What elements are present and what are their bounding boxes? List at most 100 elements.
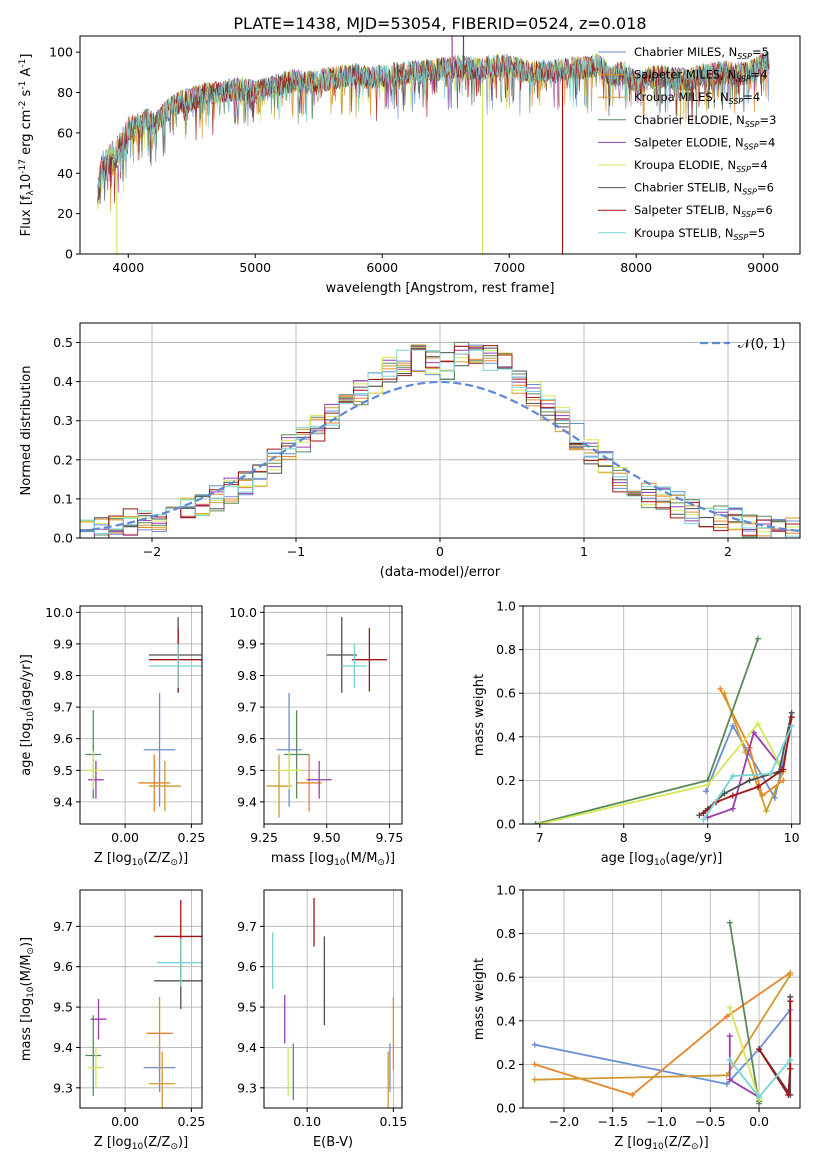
y-axis-label: age [log10(age/yr)] — [19, 654, 36, 776]
x-tick-label: 7000 — [493, 260, 525, 275]
x-tick-label: −2 — [143, 544, 161, 559]
chart-mass-weight-vs-age: 7 8 9 10 0.0 0.2 0.4 0.6 0.8 1.0 age [log10(age/yr… — [472, 599, 801, 868]
x-tick-label: −1.5 — [598, 1114, 628, 1129]
x-tick-label: 8000 — [620, 260, 652, 275]
chart-mass-vs-metallicity: 0.00 0.25 9.3 9.4 9.5 9.6 9.7 Z [log10(Z/Z⊙)] ma… — [19, 889, 205, 1152]
weight-marker — [756, 1046, 763, 1053]
weight-marker — [531, 1041, 538, 1048]
plot-area — [97, 36, 770, 254]
y-tick-label: 9.5 — [53, 763, 73, 778]
y-tick-label: 9.6 — [53, 731, 73, 746]
weight-line — [702, 725, 793, 821]
weight-line — [534, 972, 791, 1096]
weight-marker — [700, 816, 707, 823]
weight-marker — [780, 777, 787, 784]
legend-normal-label: 𝒩(0, 1) — [738, 337, 785, 352]
y-tick-label: 9.9 — [237, 636, 257, 651]
x-axis-label: Z [log10(Z/Z⊙)] — [94, 1135, 188, 1152]
y-axis-label: mass weight — [472, 958, 487, 1040]
y-tick-label: 9.5 — [237, 1000, 257, 1015]
y-tick-label: 9.3 — [53, 1080, 73, 1095]
plot-area — [266, 617, 387, 818]
weight-marker — [763, 807, 770, 814]
spectrum-line — [97, 50, 770, 198]
x-tick-label: 9.75 — [376, 830, 404, 845]
x-axis-label: E(B-V) — [313, 1135, 353, 1150]
y-tick-label: 9.7 — [53, 700, 73, 715]
weight-marker — [536, 821, 543, 824]
weight-marker — [729, 792, 736, 799]
weight-marker — [787, 1057, 794, 1064]
weight-line — [729, 1059, 791, 1099]
y-tick-label: 9.8 — [237, 668, 257, 683]
y-tick-label: 9.3 — [237, 1080, 257, 1095]
weight-marker — [780, 766, 787, 773]
x-tick-label: 0.25 — [177, 1114, 205, 1129]
legend-label: Kroupa ELODIE, NSSP=4 — [634, 158, 768, 174]
y-tick-label: 9.7 — [237, 919, 257, 934]
weight-marker — [755, 720, 762, 727]
weight-marker — [788, 714, 795, 721]
y-tick-label: 10.0 — [45, 605, 73, 620]
x-tick-label: 7 — [536, 830, 544, 845]
plot-area — [85, 617, 202, 812]
legend-label: Chabrier STELIB, NSSP=6 — [634, 181, 774, 197]
legend-label: Kroupa STELIB, NSSP=5 — [634, 226, 765, 242]
x-axis-label: Z [log10(Z/Z⊙)] — [614, 1135, 708, 1152]
weight-marker — [785, 1091, 792, 1098]
weight-marker — [702, 788, 709, 795]
x-tick-label: 0.0 — [749, 1114, 769, 1129]
x-axis-label: mass [log10(M/M⊙)] — [271, 851, 395, 868]
weight-marker — [531, 1061, 538, 1068]
y-tick-label: 0.4 — [496, 729, 516, 744]
y-tick-label: 9.5 — [237, 763, 257, 778]
y-tick-label: 9.4 — [237, 794, 257, 809]
legend-label: Salpeter STELIB, NSSP=6 — [634, 203, 773, 219]
x-axis-label: (data-model)/error — [380, 565, 501, 580]
weight-marker — [531, 1076, 538, 1083]
chart-age-vs-metallicity: 0.00 0.25 9.4 9.5 9.6 9.7 9.8 9.9 10.0 Z [log10(Z… — [19, 605, 205, 868]
spectrum-legend: Chabrier MILES, NSSP=5 Salpeter MILES, NS… — [598, 45, 776, 242]
x-tick-label: 6000 — [366, 260, 398, 275]
chart-residual-histogram: 𝒩(0, 1) −2 −1 0 1 2 0.0 0.1 0.2 0.3 0.4 0.5 (data-mo… — [19, 322, 801, 580]
weight-marker — [696, 812, 703, 819]
y-tick-label: 0.0 — [496, 817, 516, 832]
x-tick-label: −2.0 — [549, 1114, 579, 1129]
y-tick-label: 0.4 — [53, 374, 73, 389]
weight-marker — [787, 998, 794, 1005]
y-tick-label: 9.5 — [53, 1000, 73, 1015]
axes-frame — [263, 889, 403, 1109]
weight-marker — [746, 777, 753, 784]
weight-marker — [726, 919, 733, 926]
figure-title: PLATE=1438, MJD=53054, FIBERID=0524, z=0… — [233, 14, 646, 33]
weight-marker — [729, 805, 736, 812]
x-tick-label: 0.15 — [379, 1114, 407, 1129]
weight-marker — [767, 770, 774, 777]
legend-label: Chabrier MILES, NSSP=5 — [634, 45, 769, 61]
y-tick-label: 60 — [57, 125, 73, 140]
weight-marker — [700, 810, 707, 817]
x-tick-label: 9 — [704, 830, 712, 845]
y-tick-label: 9.4 — [53, 794, 73, 809]
x-tick-label: 1 — [580, 544, 588, 559]
x-tick-label: 2 — [724, 544, 732, 559]
weight-marker — [729, 773, 736, 780]
y-tick-label: 40 — [57, 166, 73, 181]
plot-area — [271, 898, 395, 1108]
y-tick-label: 9.8 — [53, 668, 73, 683]
legend-label: Chabrier ELODIE, NSSP=3 — [634, 113, 776, 129]
weight-marker — [787, 972, 794, 979]
x-tick-label: 0 — [436, 544, 444, 559]
y-tick-label: 0.2 — [496, 1057, 516, 1072]
y-tick-label: 100 — [49, 45, 73, 60]
chart-mass-weight-vs-metallicity: −2.0 −1.5 −1.0 −0.5 0.0 0.0 0.2 0.4 0.6 0.8 1.0 Z [… — [472, 883, 801, 1152]
weight-marker — [704, 781, 711, 788]
x-tick-label: 9000 — [747, 260, 779, 275]
x-tick-label: 5000 — [239, 260, 271, 275]
histogram-series — [80, 349, 800, 538]
weight-line — [723, 692, 785, 814]
y-axis-label: mass [log10(M/M⊙)] — [19, 937, 36, 1061]
weight-marker — [787, 1065, 794, 1072]
x-tick-label: 0.00 — [111, 1114, 139, 1129]
normal-curve — [80, 380, 800, 533]
